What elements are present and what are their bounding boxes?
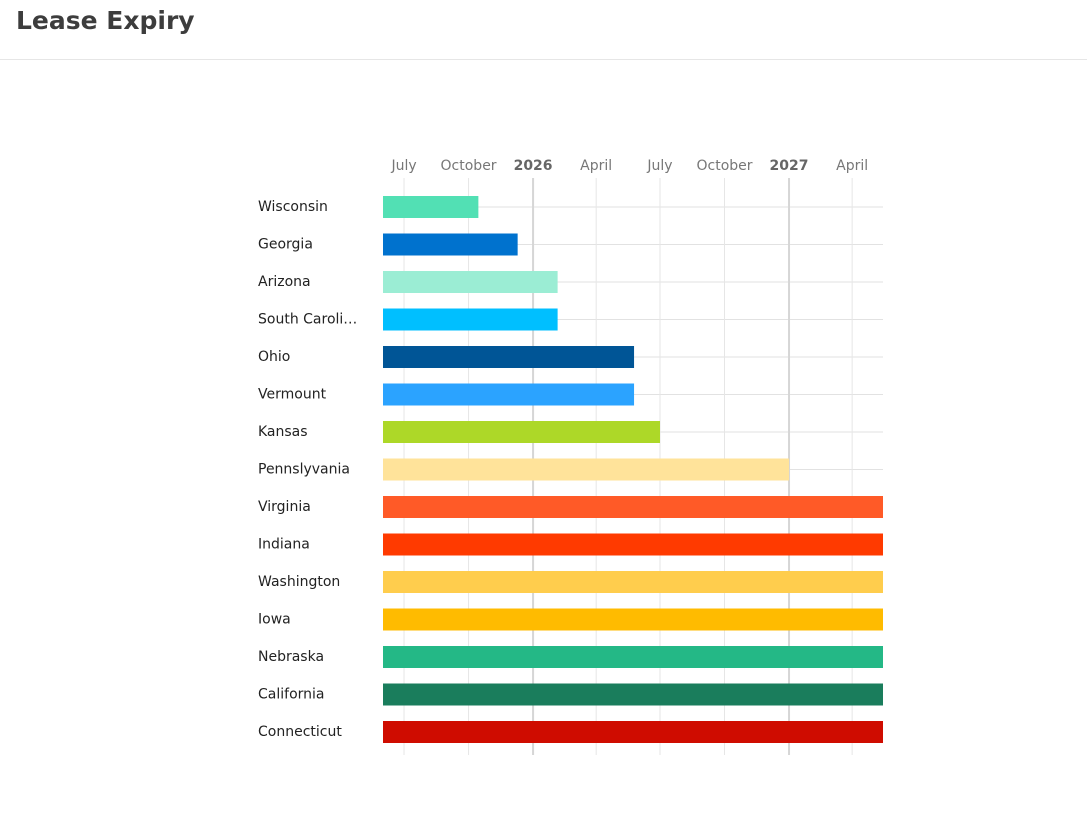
bar: [383, 233, 518, 256]
category-label: Iowa: [258, 612, 291, 628]
category-label: Washington: [258, 574, 340, 590]
bar: [383, 608, 883, 631]
category-label: California: [258, 687, 324, 703]
bar: [383, 196, 479, 218]
bar: [383, 683, 883, 706]
bar: [383, 571, 883, 593]
category-label: Nebraska: [258, 649, 324, 665]
page-header: Lease Expiry: [0, 0, 1087, 60]
bar: [383, 421, 660, 443]
category-label: Vermount: [258, 387, 327, 403]
x-tick-label: 2027: [770, 158, 809, 174]
bar: [383, 383, 635, 406]
category-label: Pennslyvania: [258, 462, 350, 478]
x-tick-label: 2026: [514, 158, 553, 174]
category-label: Wisconsin: [258, 199, 328, 215]
x-tick-label: October: [441, 158, 497, 174]
x-tick-label: April: [836, 158, 868, 174]
category-label: Indiana: [258, 537, 310, 553]
category-label: South Caroli…: [258, 312, 357, 328]
category-label: Kansas: [258, 424, 308, 440]
x-tick-label: April: [580, 158, 612, 174]
category-label: Georgia: [258, 237, 313, 253]
bar: [383, 533, 883, 556]
x-tick-label: October: [696, 158, 752, 174]
bar: [383, 721, 883, 743]
page-title: Lease Expiry: [16, 6, 195, 35]
category-label: Connecticut: [258, 724, 342, 740]
bar: [383, 496, 883, 518]
bar: [383, 271, 558, 293]
category-label: Virginia: [258, 499, 311, 515]
bar: [383, 458, 790, 481]
category-label: Ohio: [258, 349, 290, 365]
bar: [383, 646, 883, 668]
x-tick-label: July: [646, 158, 672, 174]
x-tick-label: July: [390, 158, 416, 174]
bar: [383, 346, 635, 368]
category-label: Arizona: [258, 274, 311, 290]
bar: [383, 308, 558, 331]
